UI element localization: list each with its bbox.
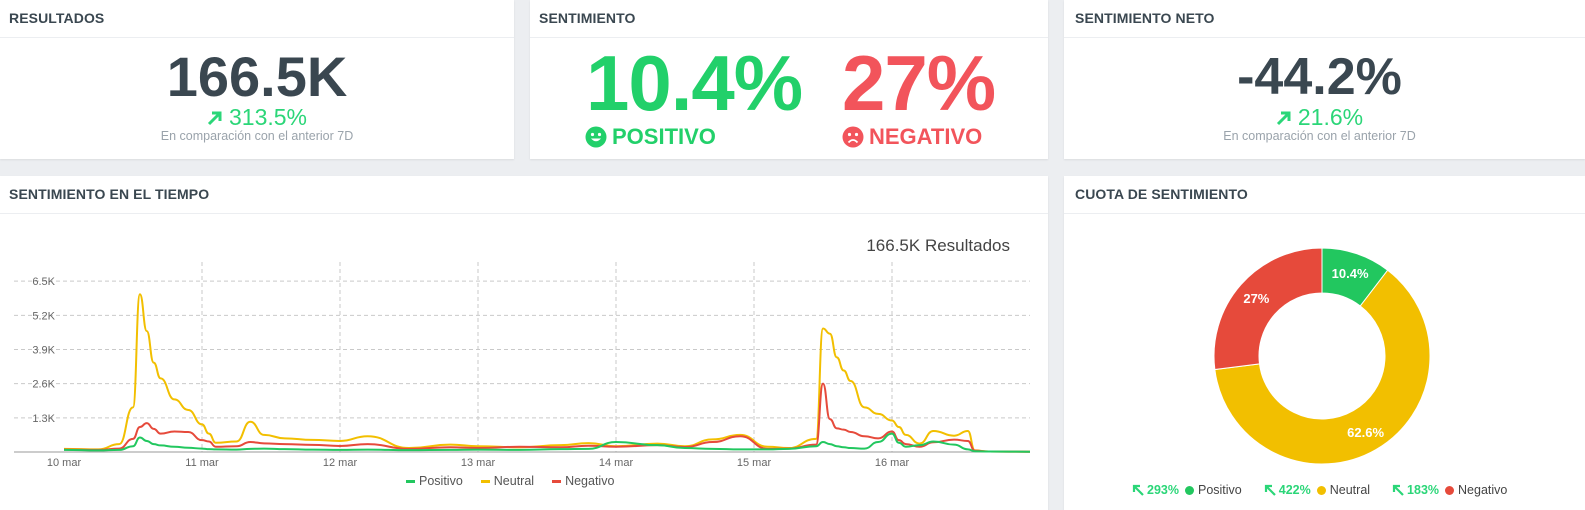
cuota-title: CUOTA DE SENTIMIENTO: [1064, 176, 1585, 214]
total-results-label: 166.5K Resultados: [866, 236, 1010, 255]
positive-label-text: POSITIVO: [612, 124, 716, 149]
donut-label-positivo: 10.4%: [1332, 266, 1369, 281]
sentimiento-card: SENTIMIENTO 10.4% 27% POSITIVO NEGATIVO: [530, 0, 1048, 159]
y-tick-label: 1.3K: [32, 413, 55, 425]
neto-delta: 21.6%: [1064, 104, 1585, 130]
legend-negativo[interactable]: Negativo: [552, 474, 614, 488]
y-tick-label: 6.5K: [32, 276, 55, 288]
x-tick-label: 12 mar: [323, 457, 358, 469]
x-tick-label: 16 mar: [875, 457, 910, 469]
negative-label-text: NEGATIVO: [869, 124, 983, 149]
sentiment-donut-chart: 10.4% 62.6% 27%: [1213, 247, 1431, 465]
share-neutral-change: 422%: [1278, 483, 1311, 497]
y-tick-label: 2.6K: [32, 379, 55, 391]
share-positivo-change: 293%: [1147, 483, 1179, 497]
cuota-card: CUOTA DE SENTIMIENTO 10.4% 62.6% 27%: [1064, 176, 1585, 510]
neto-delta-value: 21.6%: [1297, 104, 1364, 130]
share-positivo-label: Positivo: [1197, 483, 1242, 497]
negative-label: NEGATIVO: [842, 125, 982, 149]
share-negativo-label: Negativo: [1458, 483, 1508, 497]
legend-neutral-label: Neutral: [493, 474, 535, 488]
share-neutral-label: Neutral: [1329, 483, 1371, 497]
x-tick-label: 15 mar: [737, 457, 772, 469]
tiempo-card: SENTIMIENTO EN EL TIEMPO 166.5K Resultad…: [0, 176, 1048, 510]
donut-label-neutral: 62.6%: [1347, 425, 1384, 440]
donut-slice-negativo: [1213, 247, 1323, 371]
tiempo-title: SENTIMIENTO EN EL TIEMPO: [0, 176, 1048, 214]
resultados-value: 166.5K: [166, 45, 348, 108]
resultados-delta-value: 313.5%: [228, 104, 307, 130]
trend-up-left-icon: [1132, 484, 1144, 496]
legend-positivo-label: Positivo: [419, 474, 463, 488]
happy-face-icon: [585, 126, 607, 148]
legend-positivo[interactable]: Positivo: [406, 474, 463, 488]
x-tick-label: 13 mar: [461, 457, 496, 469]
neto-comparison: En comparación con el anterior 7D: [1223, 129, 1416, 143]
neto-title: SENTIMIENTO NETO: [1064, 0, 1585, 38]
x-tick-label: 14 mar: [599, 457, 634, 469]
negative-value: 27%: [842, 39, 996, 127]
line-chart-legend: Positivo Neutral Negativo: [406, 474, 614, 488]
legend-neutral[interactable]: Neutral: [480, 474, 535, 488]
trend-up-icon: [1276, 111, 1291, 126]
sad-face-icon: [842, 126, 864, 148]
y-tick-label: 3.9K: [32, 344, 55, 356]
trend-up-icon: [207, 111, 222, 126]
resultados-card: RESULTADOS 166.5K 313.5% En comparación …: [0, 0, 514, 159]
x-tick-label: 10 mar: [47, 457, 82, 469]
positive-value: 10.4%: [586, 39, 803, 127]
sentimiento-title: SENTIMIENTO: [530, 0, 1048, 38]
share-legend-negativo[interactable]: 183% Negativo: [1392, 483, 1507, 497]
trend-up-left-icon: [1264, 484, 1276, 496]
sentiment-line-chart: 1.3K 2.6K 3.9K 5.2K 6.5K 10 mar 11 mar 12 mar 13…: [14, 262, 1031, 469]
donut-slice-neutral: [1214, 269, 1431, 465]
resultados-delta: 313.5%: [0, 104, 514, 130]
share-legend-neutral[interactable]: 422% Neutral: [1264, 483, 1370, 497]
x-tick-label: 11 mar: [185, 457, 219, 469]
trend-up-left-icon: [1392, 484, 1404, 496]
share-legend: 293% Positivo 422% Neutral 183% Negativo: [1132, 483, 1529, 497]
resultados-title: RESULTADOS: [0, 0, 514, 38]
series-line-neutral: [63, 293, 1031, 453]
positive-label: POSITIVO: [585, 125, 716, 149]
series-line-positivo: [63, 432, 1031, 453]
y-tick-label: 5.2K: [32, 310, 55, 322]
share-negativo-change: 183%: [1407, 483, 1440, 497]
share-legend-positivo[interactable]: 293% Positivo: [1132, 483, 1242, 497]
resultados-comparison: En comparación con el anterior 7D: [160, 129, 354, 143]
neto-value: -44.2%: [1237, 48, 1402, 106]
donut-label-negativo: 27%: [1243, 291, 1269, 306]
neto-card: SENTIMIENTO NETO -44.2% 21.6% En compara…: [1064, 0, 1585, 159]
legend-negativo-label: Negativo: [565, 474, 615, 488]
